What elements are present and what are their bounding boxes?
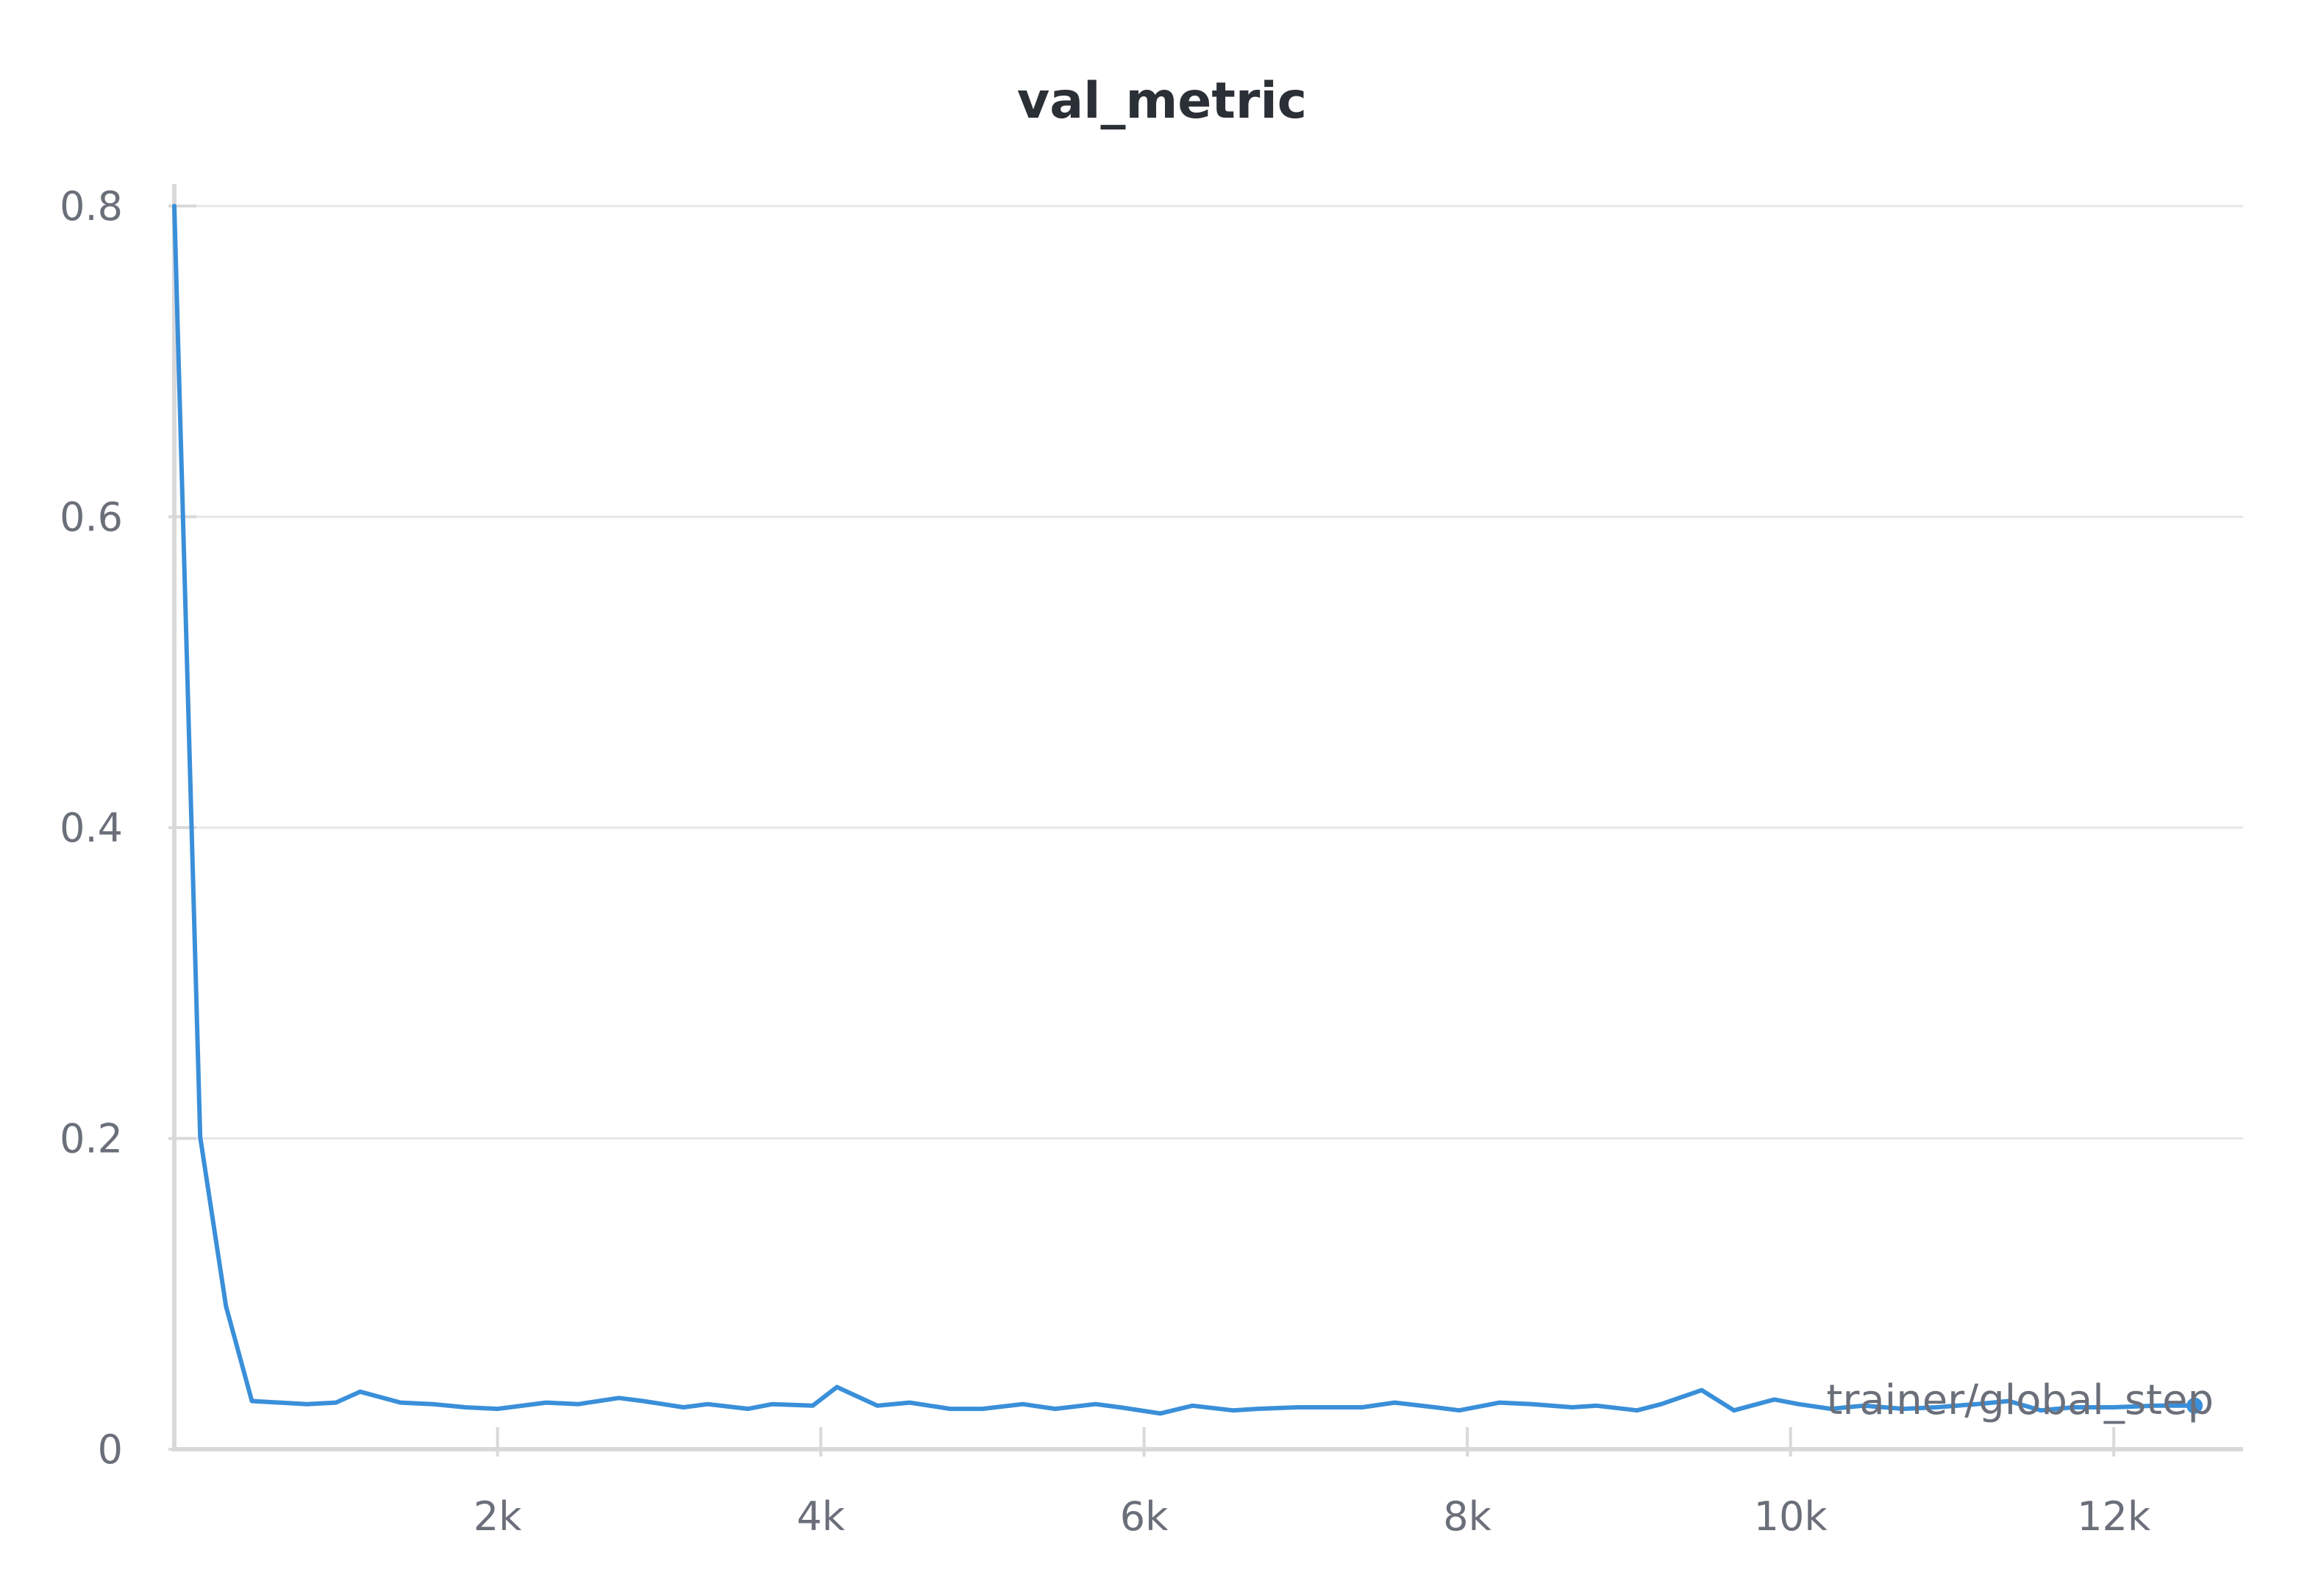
tick-labels: 0 0.2 0.4 0.6 0.8 2k 4k 6k 8k 10k 12k — [60, 183, 2151, 1540]
grid-lines — [174, 205, 2243, 1140]
series-layer — [172, 204, 2203, 1416]
y-tick-label: 0 — [98, 1426, 123, 1473]
x-tick-label: 10k — [1754, 1493, 1828, 1540]
x-tick-label: 12k — [2077, 1493, 2151, 1540]
x-axis-label: trainer/global_step — [1826, 1376, 2214, 1424]
x-tick-label: 4k — [796, 1493, 845, 1540]
y-tick-label: 0.6 — [60, 494, 123, 541]
x-tick-label: 8k — [1443, 1493, 1491, 1540]
x-tick-label: 6k — [1120, 1493, 1169, 1540]
chart-title: val_metric — [1017, 72, 1307, 130]
axes — [168, 184, 2243, 1457]
y-tick-label: 0.8 — [60, 183, 123, 230]
series-line — [172, 204, 2198, 1416]
y-tick-label: 0.4 — [60, 805, 123, 851]
x-tick-label: 2k — [474, 1493, 522, 1540]
y-tick-label: 0.2 — [60, 1116, 123, 1162]
last-point-marker[interactable] — [2186, 1397, 2203, 1414]
